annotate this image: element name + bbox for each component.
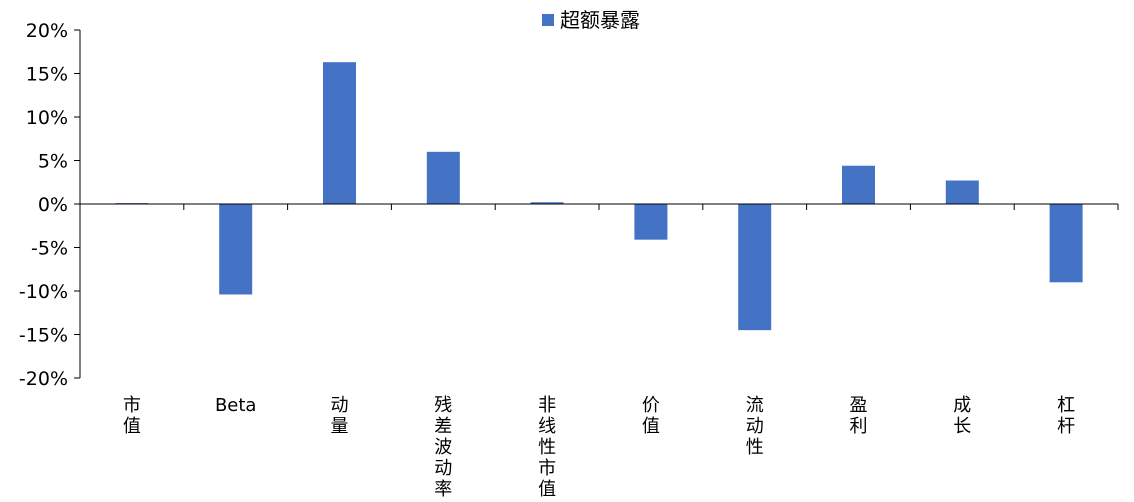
y-tick-label: -15% — [19, 325, 68, 347]
bar — [945, 180, 979, 204]
x-axis: 市值 Beta 动量 残差波动率 非线性市值 价值 流动性 盈利 成长 杠杆 — [79, 203, 1119, 500]
bar — [219, 204, 253, 295]
y-tick-label: -5% — [31, 238, 68, 260]
legend: 超额暴露 — [542, 8, 640, 32]
x-tick-label: 成长 — [953, 395, 971, 437]
y-tick-label: 15% — [26, 64, 68, 86]
y-tick-label: 5% — [38, 151, 68, 173]
bars — [115, 62, 1083, 331]
x-tick-label: 残差波动率 — [434, 395, 452, 498]
x-tick-label: Beta — [215, 395, 257, 416]
bar — [634, 204, 668, 240]
y-tick-label: -20% — [19, 368, 68, 390]
legend-swatch — [542, 14, 554, 26]
x-tick-label: 动量 — [331, 395, 349, 437]
x-tick-label: 杠杆 — [1057, 395, 1075, 437]
bar — [426, 151, 460, 204]
bar — [530, 202, 564, 204]
bar — [842, 165, 875, 204]
x-tick-label: 市值 — [123, 395, 141, 437]
y-tick-label: 20% — [26, 20, 68, 42]
y-tick-label: 10% — [26, 107, 68, 129]
y-axis: 20% 15% 10% 5% 0% -5% -10% -15% -20% — [19, 20, 81, 390]
y-tick-label: 0% — [38, 194, 68, 216]
bar — [1049, 204, 1083, 283]
legend-label: 超额暴露 — [560, 8, 640, 32]
bar — [323, 62, 356, 204]
bar — [738, 204, 772, 331]
x-tick-label: 价值 — [642, 395, 660, 437]
x-tick-label: 非线性市值 — [538, 395, 556, 498]
x-tick-label: 流动性 — [746, 395, 764, 458]
y-tick-label: -10% — [19, 281, 68, 303]
x-tick-label: 盈利 — [850, 395, 868, 437]
